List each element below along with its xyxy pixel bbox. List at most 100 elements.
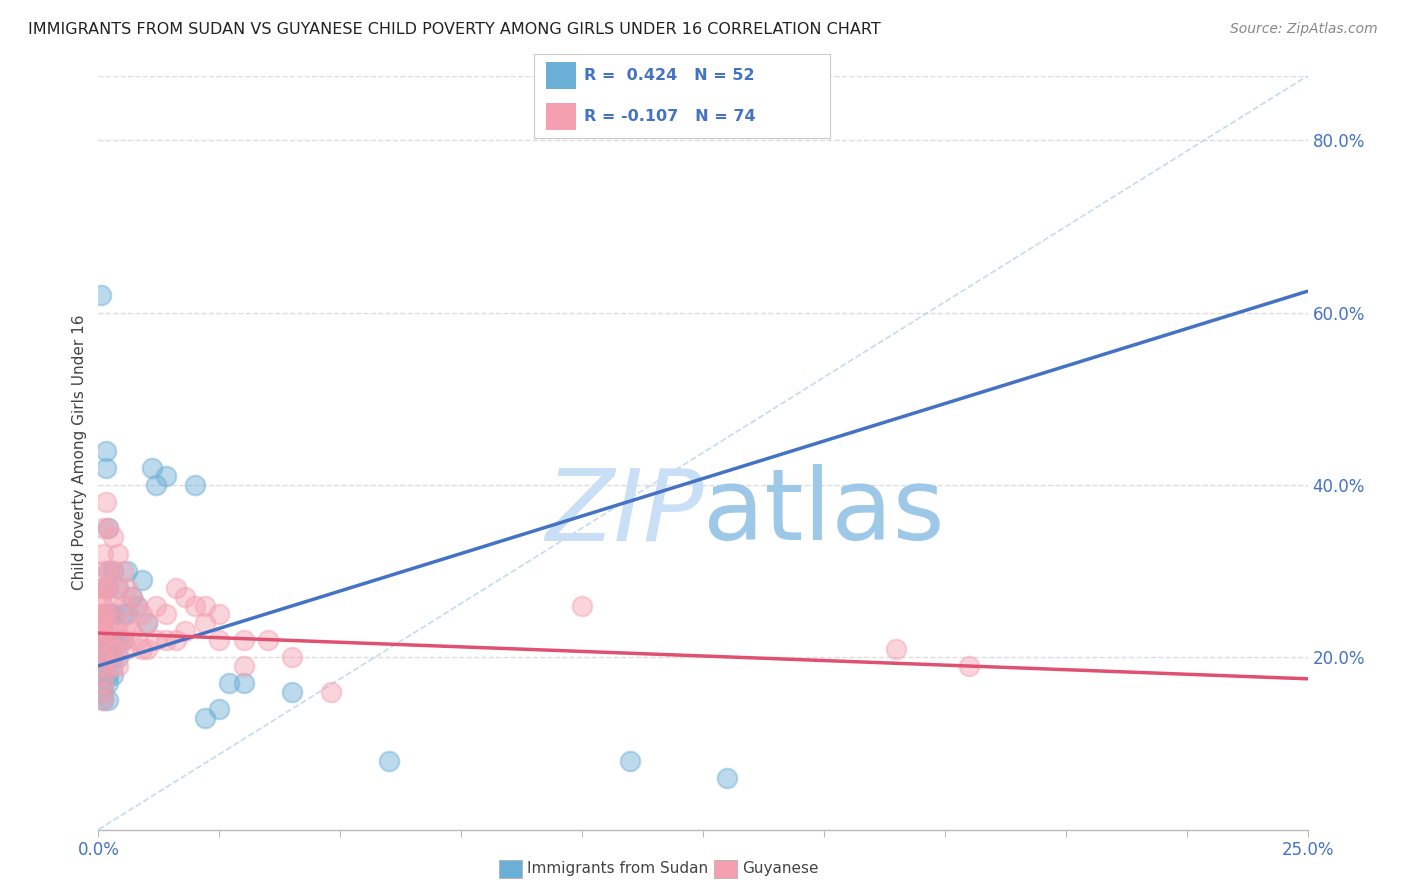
Point <box>135 615 157 630</box>
Point <box>145 478 167 492</box>
Point <box>97 582 120 596</box>
Point <box>91 641 114 656</box>
Point <box>377 754 399 768</box>
Point <box>101 564 124 578</box>
Point <box>218 676 240 690</box>
Text: Source: ZipAtlas.com: Source: ZipAtlas.com <box>1230 22 1378 37</box>
Point <box>208 607 231 622</box>
Point <box>90 590 112 604</box>
Point <box>94 582 117 596</box>
Point <box>121 624 143 639</box>
Point <box>281 650 304 665</box>
Point <box>165 633 187 648</box>
Point <box>97 633 120 648</box>
Point <box>107 633 129 648</box>
Point <box>97 607 120 622</box>
Point <box>131 607 153 622</box>
Point <box>145 633 167 648</box>
Point <box>619 754 641 768</box>
Point <box>232 676 254 690</box>
Point <box>117 641 139 656</box>
Point <box>97 650 120 665</box>
Point <box>101 633 124 648</box>
Text: atlas: atlas <box>703 465 945 561</box>
Point <box>107 547 129 561</box>
Point <box>194 599 217 613</box>
Point <box>135 615 157 630</box>
Point <box>127 599 149 613</box>
Point <box>107 615 129 630</box>
Point <box>91 564 114 578</box>
FancyBboxPatch shape <box>546 103 575 130</box>
Point <box>91 676 114 690</box>
Point <box>131 641 153 656</box>
Point <box>101 607 124 622</box>
Text: Guyanese: Guyanese <box>742 862 818 876</box>
Point <box>101 641 124 656</box>
Point <box>91 615 114 630</box>
Point <box>127 599 149 613</box>
Point <box>111 633 134 648</box>
Point <box>319 684 342 698</box>
Point <box>97 615 120 630</box>
Point <box>107 650 129 665</box>
Point <box>194 710 217 724</box>
Point <box>91 599 114 613</box>
Point <box>281 684 304 698</box>
Point <box>127 633 149 648</box>
Point <box>91 659 114 673</box>
Point <box>232 659 254 673</box>
Point <box>107 659 129 673</box>
Point <box>117 615 139 630</box>
Point <box>97 633 120 648</box>
Point <box>91 633 114 648</box>
Point <box>174 590 197 604</box>
Point <box>957 659 980 673</box>
Point <box>145 599 167 613</box>
Point <box>174 624 197 639</box>
Point <box>90 615 112 630</box>
Point <box>184 599 207 613</box>
Point <box>716 771 738 785</box>
Point <box>90 607 112 622</box>
Point <box>194 615 217 630</box>
Point <box>111 607 134 622</box>
Point <box>97 521 120 535</box>
Point <box>117 607 139 622</box>
Point <box>107 582 129 596</box>
Point <box>101 530 124 544</box>
Point <box>91 684 114 698</box>
Point <box>101 667 124 681</box>
Point <box>97 521 120 535</box>
Point <box>117 564 139 578</box>
Point <box>256 633 278 648</box>
Point <box>101 599 124 613</box>
Point <box>111 633 134 648</box>
Point <box>91 607 114 622</box>
Point <box>91 667 114 681</box>
Point <box>121 590 143 604</box>
Point <box>101 659 124 673</box>
Point <box>111 599 134 613</box>
Point <box>94 443 117 458</box>
Point <box>101 624 124 639</box>
Text: IMMIGRANTS FROM SUDAN VS GUYANESE CHILD POVERTY AMONG GIRLS UNDER 16 CORRELATION: IMMIGRANTS FROM SUDAN VS GUYANESE CHILD … <box>28 22 882 37</box>
Point <box>97 564 120 578</box>
Point <box>94 495 117 509</box>
Point <box>90 288 112 302</box>
Point <box>91 684 114 698</box>
Point <box>91 667 114 681</box>
Point <box>155 607 177 622</box>
Point <box>97 676 120 690</box>
Point <box>94 607 117 622</box>
Point <box>94 460 117 475</box>
Point <box>165 582 187 596</box>
Y-axis label: Child Poverty Among Girls Under 16: Child Poverty Among Girls Under 16 <box>72 315 87 591</box>
Point <box>91 624 114 639</box>
Point <box>232 633 254 648</box>
Point <box>101 650 124 665</box>
Point <box>97 582 120 596</box>
Point <box>91 582 114 596</box>
Point <box>571 599 593 613</box>
Point <box>97 650 120 665</box>
